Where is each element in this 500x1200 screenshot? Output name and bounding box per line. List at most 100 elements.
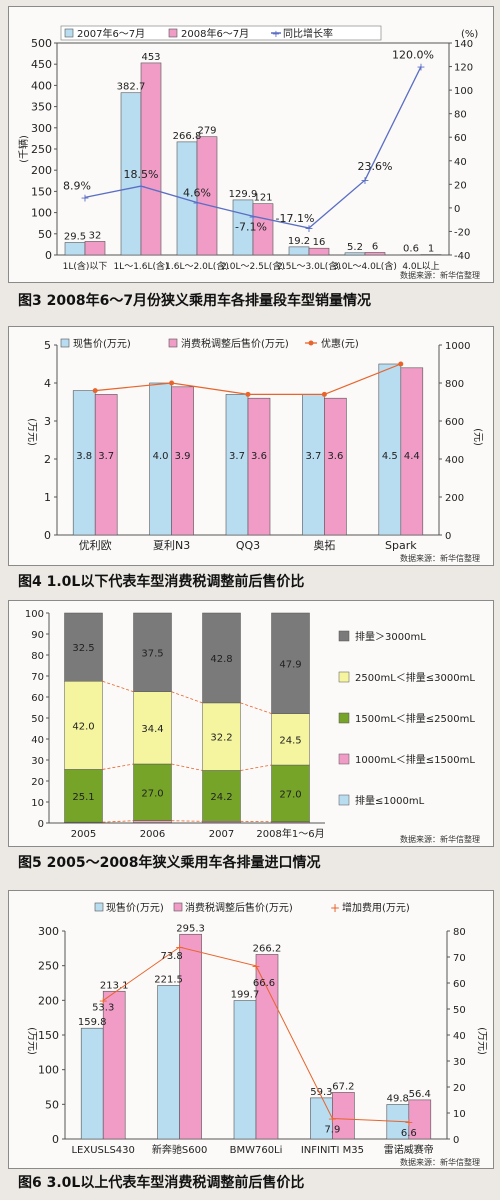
growth-marker: + xyxy=(136,180,145,193)
bar-value-label: 32 xyxy=(89,230,102,241)
bar-adjusted-price xyxy=(400,367,424,536)
bar-value-label: 266.8 xyxy=(173,131,202,142)
increase-marker: + xyxy=(175,941,184,954)
legend-marker: + xyxy=(272,29,280,40)
bar-value-label: 279 xyxy=(197,126,216,137)
segment-value-label: 42.0 xyxy=(72,721,94,732)
y-tick-label: 100 xyxy=(25,609,44,620)
x-tick-label: 2.5L～3.0L(含) xyxy=(277,260,341,272)
y-tick-label: 100 xyxy=(38,1064,59,1077)
bar-value-label: 0.6 xyxy=(403,244,419,255)
bar-current-price xyxy=(80,1027,104,1140)
bar-current-price xyxy=(302,394,325,536)
y-tick-label: 50 xyxy=(45,1098,59,1111)
stack-segment xyxy=(271,713,310,766)
legend-marker xyxy=(308,340,314,346)
discount-marker xyxy=(321,391,327,397)
growth-marker: + xyxy=(304,222,313,235)
x-tick-label: Spark xyxy=(385,539,417,552)
legend-label: 2007年6～7月 xyxy=(77,27,145,40)
increase-value-label: 73.8 xyxy=(160,951,182,962)
stack-segment xyxy=(271,764,310,822)
legend-label: 现售价(万元) xyxy=(106,901,164,914)
bar-value-label: 3.8 xyxy=(76,451,92,462)
bar-adjusted-price xyxy=(171,386,194,536)
bar-value-label: 19.2 xyxy=(288,236,310,247)
bar-value-label: 295.3 xyxy=(176,923,205,934)
bar-2008 xyxy=(252,203,274,256)
y-tick-label: 450 xyxy=(31,58,52,71)
y-tick-label: 350 xyxy=(31,101,52,114)
stack-segment xyxy=(133,691,172,765)
legend-label: 1500mL＜排量≤2500mL xyxy=(355,712,475,725)
y2-axis-label: (万元) xyxy=(476,1027,487,1055)
bar-value-label: 159.8 xyxy=(78,1017,107,1028)
y-tick-label: 150 xyxy=(31,185,52,198)
bar-value-label: 3.7 xyxy=(229,451,245,462)
y-tick-label: 150 xyxy=(38,1029,59,1042)
source-note-4: 数据来源：新华信整理 xyxy=(400,1158,480,1167)
y2-tick-label: 600 xyxy=(445,417,464,428)
bar-value-label: 3.7 xyxy=(98,451,114,462)
bar-adjusted-price xyxy=(247,397,271,536)
y2-tick-label: 80 xyxy=(454,110,467,121)
y-tick-label: 40 xyxy=(31,735,44,746)
bar-value-label: 5.2 xyxy=(347,242,363,253)
segment-value-label: 27.0 xyxy=(141,788,163,799)
y2-tick-label: 10 xyxy=(453,1109,466,1120)
connector-line xyxy=(102,680,134,693)
bar-value-label: 199.7 xyxy=(231,990,260,1001)
y2-tick-label: 20 xyxy=(453,1083,466,1094)
connector-line xyxy=(102,763,134,770)
stack-segment xyxy=(133,612,172,692)
x-tick-label: 1.6L～2.0L(含) xyxy=(165,260,229,272)
y2-tick-label: 800 xyxy=(445,379,464,390)
y-tick-label: 200 xyxy=(31,164,52,177)
bar-value-label: 453 xyxy=(141,52,160,63)
legend-label: 1000mL＜排量≤1500mL xyxy=(355,753,475,766)
segment-value-label: 24.2 xyxy=(210,792,232,803)
x-tick-label: LEXUSLS430 xyxy=(71,1145,134,1156)
y-tick-label: 10 xyxy=(31,798,44,809)
y-tick-label: 0 xyxy=(38,819,44,830)
y-tick-label: 30 xyxy=(31,756,44,767)
bar-value-label: 6 xyxy=(372,241,378,252)
bar-value-label: 59.3 xyxy=(310,1087,332,1098)
y-tick-label: 80 xyxy=(31,651,44,662)
growth-value-label: 23.6% xyxy=(358,160,393,173)
y-tick-label: 70 xyxy=(31,672,44,683)
bar-adjusted-price xyxy=(255,954,279,1140)
x-tick-label: 2005 xyxy=(71,829,96,840)
chart-caption-3: 图5 2005～2008年狭义乘用车各排量进口情况 xyxy=(18,855,321,871)
y2-tick-label: 0 xyxy=(453,1135,459,1146)
chart-sales-by-displacement: 0 50 100 150 200 250 300 350 400 450 500 -40 -20 0 20 4… xyxy=(17,25,478,272)
x-tick-label: 2.0L～2.5L(含) xyxy=(221,260,285,272)
y2-axis-label: (元) xyxy=(472,428,483,446)
growth-value-label: 4.6% xyxy=(183,186,211,199)
legend-swatch xyxy=(338,671,350,683)
legend-label: 同比增长率 xyxy=(283,27,333,40)
y-tick-label: 1 xyxy=(44,491,51,504)
segment-value-label: 37.5 xyxy=(141,648,163,659)
y-tick-label: 200 xyxy=(38,994,59,1007)
discount-marker xyxy=(92,388,98,394)
bar-adjusted-price xyxy=(408,1099,432,1140)
x-tick-label: 3.0L～4.0L(含) xyxy=(333,260,397,272)
bar-current-price xyxy=(225,394,249,536)
legend-label: 增加费用(万元) xyxy=(342,901,410,914)
stack-segment xyxy=(133,763,172,821)
legend-label: 排量≤1000mL xyxy=(355,794,425,807)
increase-value-label: 7.9 xyxy=(324,1124,340,1135)
bar-value-label: 4.4 xyxy=(404,451,420,462)
bar-adjusted-price xyxy=(94,394,118,536)
y2-tick-label: 100 xyxy=(454,86,473,97)
y-tick-label: 0 xyxy=(52,1133,59,1146)
x-tick-label: 雷诺威赛帝 xyxy=(384,1143,434,1156)
bar-value-label: 4.5 xyxy=(382,451,398,462)
bar-current-price xyxy=(233,1000,257,1140)
legend-swatch xyxy=(168,28,178,38)
y-tick-label: 4 xyxy=(44,377,51,390)
segment-value-label: 25.1 xyxy=(72,792,94,803)
bar-value-label: 4.0 xyxy=(153,451,169,462)
x-tick-label: QQ3 xyxy=(236,539,260,552)
